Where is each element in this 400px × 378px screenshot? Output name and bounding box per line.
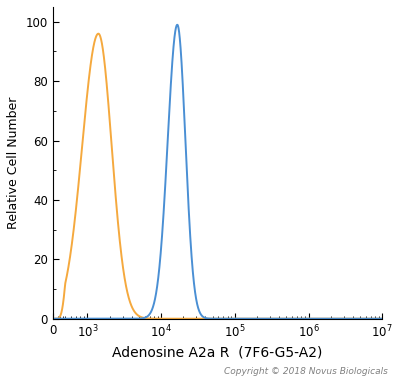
Y-axis label: Relative Cell Number: Relative Cell Number — [7, 97, 20, 229]
Text: Copyright © 2018 Novus Biologicals: Copyright © 2018 Novus Biologicals — [224, 367, 388, 376]
X-axis label: Adenosine A2a R  (7F6-G5-A2): Adenosine A2a R (7F6-G5-A2) — [112, 346, 323, 360]
